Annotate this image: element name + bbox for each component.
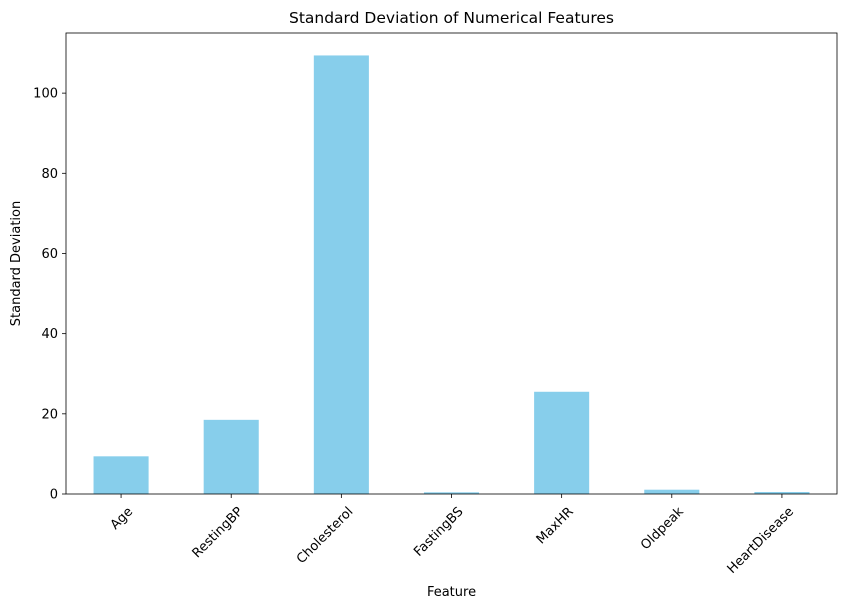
y-tick-label: 0 <box>50 488 58 503</box>
bar-heartdisease <box>754 491 810 494</box>
x-tick-label: Oldpeak <box>638 504 687 553</box>
y-axis-title: Standard Deviation <box>9 201 24 326</box>
chart-title: Standard Deviation of Numerical Features <box>289 9 614 27</box>
bar-restingbp <box>203 419 259 494</box>
plot-frame <box>65 32 838 495</box>
x-axis-ticks: Age RestingBP Cholesterol FastingBS MaxHR Old… <box>108 494 797 577</box>
x-axis-title: Feature <box>427 585 476 600</box>
bar-maxhr <box>534 391 590 494</box>
x-tick-label: HeartDisease <box>725 504 797 576</box>
y-tick-label: 60 <box>41 247 58 262</box>
x-tick-label: Age <box>108 504 136 532</box>
x-tick-label: MaxHR <box>534 504 577 547</box>
bars-group <box>93 55 810 494</box>
y-tick-label: 20 <box>41 407 58 422</box>
bar-cholesterol <box>313 55 369 494</box>
bar-fastingbs <box>423 492 480 494</box>
plot-area <box>66 33 837 494</box>
y-axis-ticks: 0 20 40 60 80 100 <box>33 87 66 503</box>
y-tick-label: 80 <box>41 167 58 182</box>
x-tick-label: FastingBS <box>411 504 466 559</box>
bar-oldpeak <box>644 489 700 494</box>
y-tick-label: 100 <box>33 87 58 102</box>
x-tick-label: Cholesterol <box>294 504 356 566</box>
bar-age <box>93 456 149 494</box>
y-tick-label: 40 <box>41 327 58 342</box>
x-tick-label: RestingBP <box>190 504 247 561</box>
